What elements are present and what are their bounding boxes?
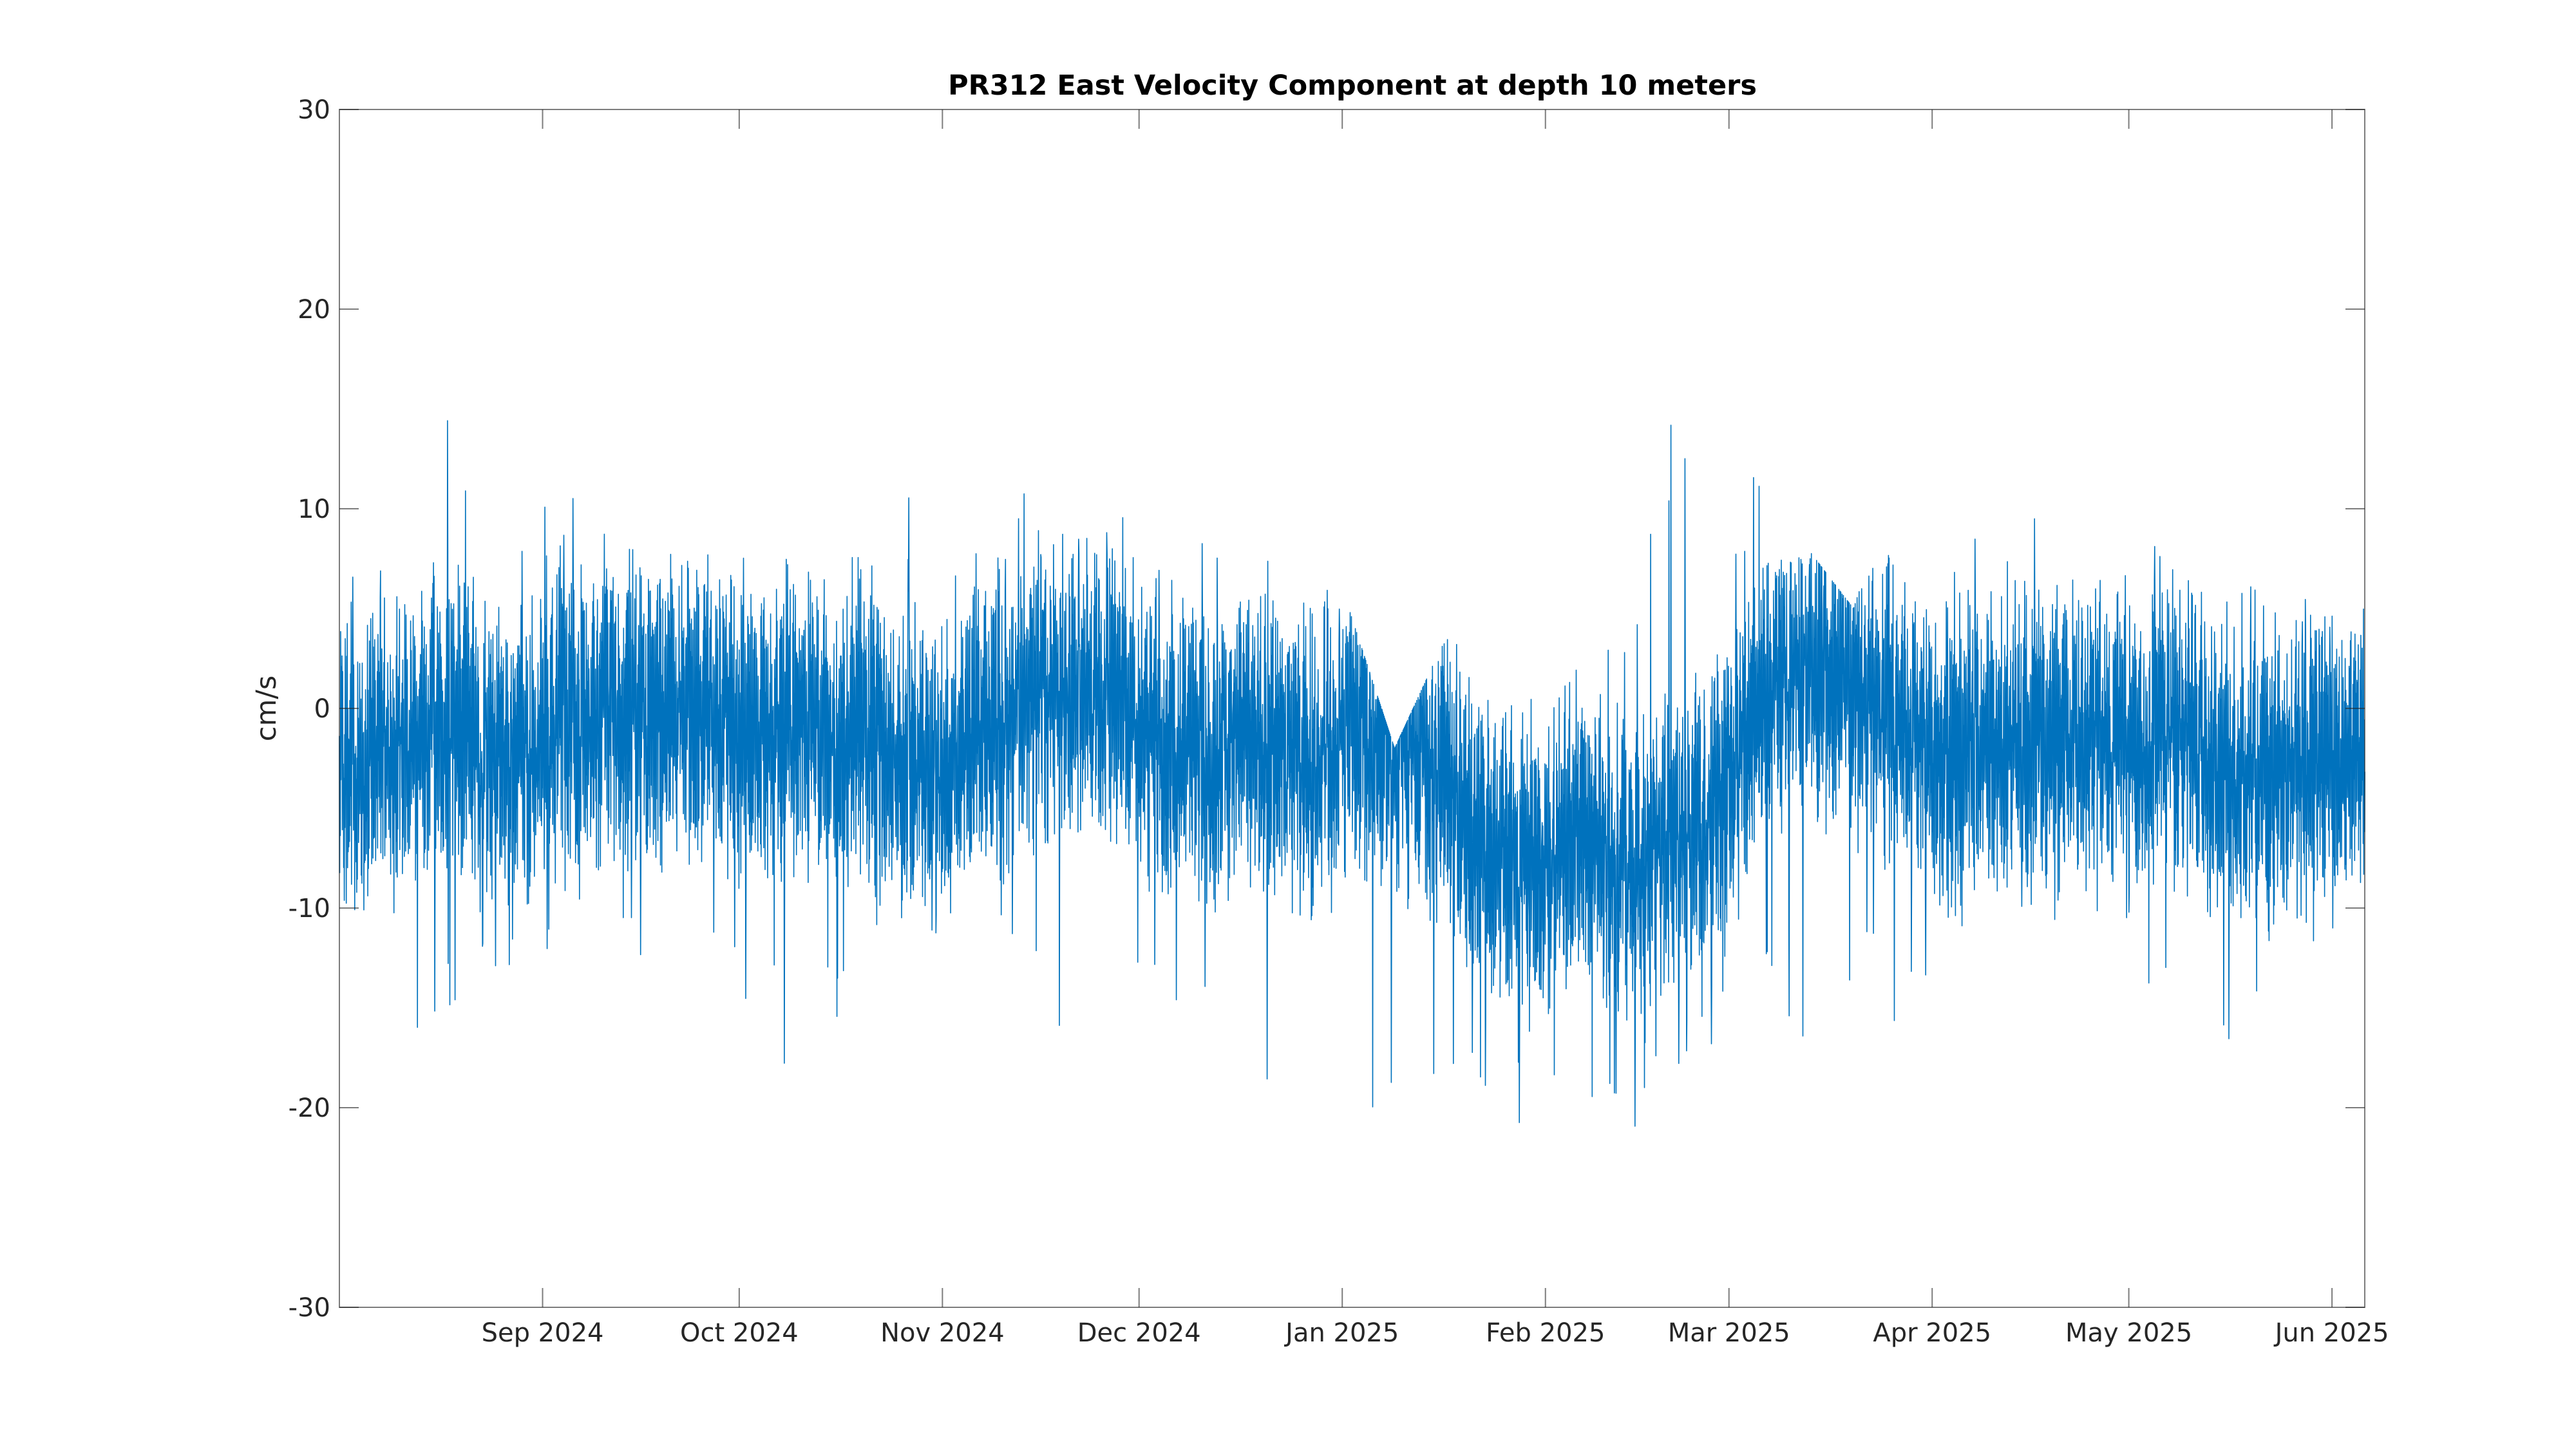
- y-axis-label: cm/s: [251, 676, 283, 741]
- x-tick-label: Jan 2025: [1283, 1318, 1399, 1348]
- series-layer: [339, 420, 2365, 1127]
- x-tick-label: Jun 2025: [2273, 1318, 2389, 1348]
- series-line-east-velocity: [339, 420, 2365, 1127]
- ticks-layer: 30 20 10 0 -10 -20 -30 Sep 2024 Oct 2024 Nov 2024…: [289, 95, 2389, 1348]
- x-tick-label: Apr 2025: [1873, 1318, 1991, 1348]
- y-tick-label: 20: [298, 295, 330, 325]
- x-tick-label: Oct 2024: [680, 1318, 799, 1348]
- y-tick-label: -30: [289, 1293, 330, 1323]
- x-tick-label: May 2025: [2065, 1318, 2192, 1348]
- y-tick-label: -20: [289, 1094, 330, 1123]
- x-tick-label: Sep 2024: [482, 1318, 604, 1348]
- x-tick-label: Nov 2024: [880, 1318, 1005, 1348]
- y-tick-label: 0: [314, 694, 330, 724]
- y-tick-label: -10: [289, 894, 330, 923]
- x-tick-label: Mar 2025: [1668, 1318, 1790, 1348]
- y-tick-label: 10: [298, 495, 330, 524]
- chart-title: PR312 East Velocity Component at depth 1…: [948, 70, 1757, 102]
- y-tick-label: 30: [298, 95, 330, 125]
- x-tick-label: Dec 2024: [1077, 1318, 1201, 1348]
- x-tick-label: Feb 2025: [1486, 1318, 1605, 1348]
